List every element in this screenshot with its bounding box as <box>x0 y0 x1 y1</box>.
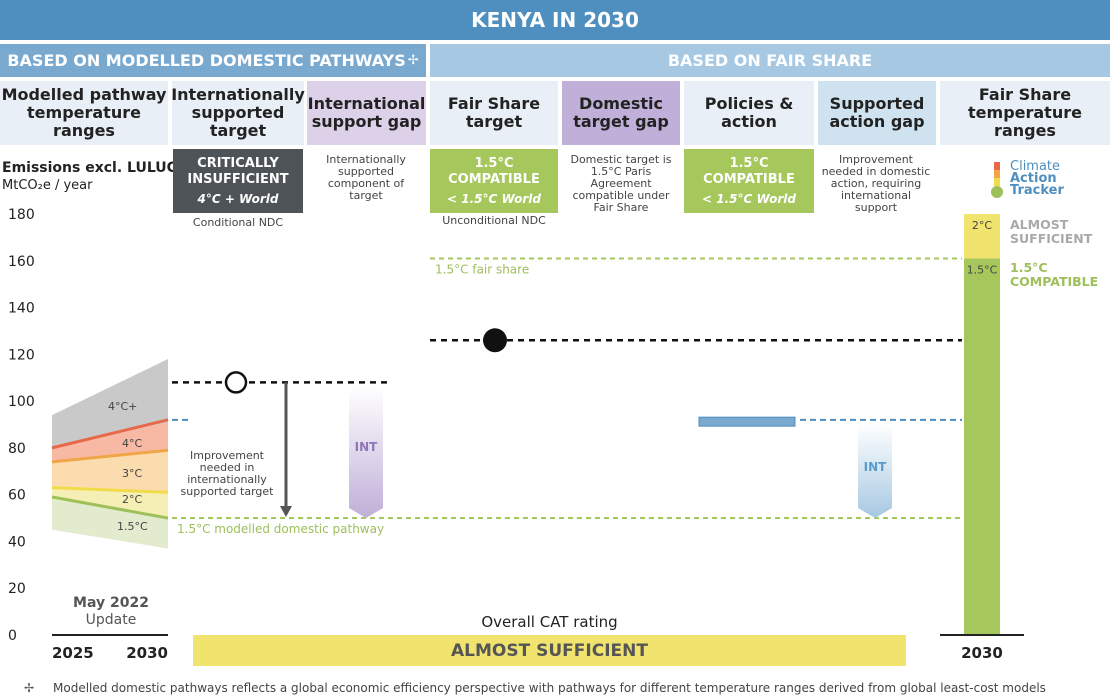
fair-share-range-label: 2°C <box>972 219 992 232</box>
col-supp-gap: Supported action gap <box>818 81 936 145</box>
modelled-range-label: 1.5°C <box>117 520 148 533</box>
fair-share-line-label: 1.5°C fair share <box>435 262 529 276</box>
fair-share-range-bar <box>964 258 1000 635</box>
compatible-label: 1.5°C <box>1010 260 1048 275</box>
col-dom-gap-label: Domestic target gap <box>573 94 669 131</box>
update-date: May 2022 <box>73 595 149 611</box>
modelled-range-band <box>52 487 168 519</box>
section-modelled-header: BASED ON MODELLED DOMESTIC PATHWAYS ✢ <box>0 44 426 77</box>
modelled-range-label: 4°C <box>122 437 142 450</box>
unconditional-ndc-label: Unconditional NDC <box>442 214 546 227</box>
y-axis-unit: MtCO₂e / year <box>2 178 93 193</box>
almost-sufficient-label: ALMOST <box>1010 217 1069 232</box>
section-fair-share-header: BASED ON FAIR SHARE <box>430 44 1110 77</box>
col-intl-gap-label: International support gap <box>307 94 426 131</box>
unconditional-ndc-marker <box>483 328 507 353</box>
section-modelled-footnote-mark: ✢ <box>407 53 419 68</box>
col-dom-gap: Domestic target gap <box>562 81 680 145</box>
modelled-range-label: 3°C <box>122 467 142 480</box>
dom-gap-note: Domestic target is 1.5°C Paris Agreement… <box>570 153 672 214</box>
intl-support-gap-arrow <box>349 386 383 519</box>
conditional-ndc-marker <box>224 371 248 394</box>
footnote-text: Modelled domestic pathways reflects a gl… <box>53 681 1046 695</box>
logo-line1: Climate <box>1010 159 1061 174</box>
y-axis-label: Emissions excl. LULUCF <box>2 160 187 176</box>
overall-rating-label: Overall CAT rating <box>481 613 618 631</box>
modelled-boundary-line <box>51 418 169 450</box>
policies-world: < 1.5°C World <box>702 191 796 206</box>
y-tick-label: 140 <box>8 301 35 317</box>
page-title: KENYA IN 2030 <box>0 0 1110 40</box>
logo-line3: Tracker <box>1010 183 1064 198</box>
policies-rating: 1.5°C COMPATIBLE <box>703 155 795 187</box>
modelled-boundary-line <box>51 486 169 494</box>
y-tick-label: 120 <box>8 347 35 363</box>
cat-logo: Climate Action Tracker <box>988 160 1108 200</box>
intl-gap-note: Internationally supported component of t… <box>326 153 406 202</box>
y-tick-label: 0 <box>8 628 17 644</box>
modelled-range-band <box>52 499 168 549</box>
intl-target-rating: CRITICALLY INSUFFICIENT <box>187 155 289 187</box>
logo-line2: Action <box>1010 171 1057 186</box>
modelled-boundary-line <box>51 448 169 464</box>
modelled-boundary-line <box>51 495 169 520</box>
fs-target-world: < 1.5°C World <box>447 191 541 206</box>
fs-target-rating-badge: 1.5°C COMPATIBLE < 1.5°C World <box>430 149 558 213</box>
improvement-arrow-head <box>280 506 292 518</box>
section-fair-share-label: BASED ON FAIR SHARE <box>667 51 873 70</box>
col-policies-label: Policies & action <box>704 94 794 131</box>
y-tick-label: 60 <box>8 488 26 504</box>
intl-gap-int-label: INT <box>355 440 379 454</box>
almost-sufficient-label: SUFFICIENT <box>1010 231 1093 246</box>
col-intl-target-label: Internationally supported target <box>171 85 305 140</box>
x-tick-label: 2025 <box>52 644 94 662</box>
supp-gap-int-label: INT <box>864 460 888 474</box>
improvement-note: Improvement needed in internationally su… <box>180 449 274 498</box>
conditional-ndc-label: Conditional NDC <box>192 216 284 229</box>
col-fs-ranges: Fair Share temperature ranges <box>940 81 1110 145</box>
col-fs-target: Fair Share target <box>430 81 558 145</box>
thermometer-icon <box>991 162 1003 198</box>
y-tick-label: 80 <box>8 441 26 457</box>
y-tick-label: 40 <box>8 534 26 550</box>
supported-action-gap-arrow <box>858 423 892 519</box>
col-intl-gap: International support gap <box>307 81 426 145</box>
y-tick-label: 100 <box>8 394 35 410</box>
policies-rating-badge: 1.5°C COMPATIBLE < 1.5°C World <box>684 149 814 213</box>
modelled-range-band <box>52 450 168 493</box>
supp-gap-note: Improvement needed in domestic action, r… <box>821 153 931 214</box>
policies-action-bar <box>698 416 796 427</box>
fs-target-rating: 1.5°C COMPATIBLE <box>448 155 540 187</box>
col-policies: Policies & action <box>684 81 814 145</box>
overall-rating-value: ALMOST SUFFICIENT <box>451 640 648 661</box>
y-tick-label: 160 <box>8 254 35 270</box>
modelled-pathway-label: 1.5°C modelled domestic pathway <box>177 522 384 536</box>
footnote-mark: ✢ <box>24 681 35 695</box>
intl-target-rating-badge: CRITICALLY INSUFFICIENT 4°C + World <box>173 149 303 213</box>
section-modelled-label: BASED ON MODELLED DOMESTIC PATHWAYS <box>7 51 406 70</box>
compatible-label: COMPATIBLE <box>1010 274 1098 289</box>
modelled-range-label: 4°C+ <box>108 400 137 413</box>
col-modelled-ranges-label: Modelled pathway temperature ranges <box>1 85 167 140</box>
col-fs-ranges-label: Fair Share temperature ranges <box>968 85 1082 140</box>
fair-share-range-label: 1.5°C <box>967 263 998 276</box>
modelled-range-label: 2°C <box>122 493 142 506</box>
overall-rating-banner: ALMOST SUFFICIENT <box>193 635 906 666</box>
col-intl-target: Internationally supported target <box>171 81 305 145</box>
col-fs-target-label: Fair Share target <box>447 94 541 131</box>
update-label: Update <box>85 612 137 628</box>
col-supp-gap-label: Supported action gap <box>829 94 925 131</box>
col-modelled-ranges: Modelled pathway temperature ranges <box>0 81 168 145</box>
y-tick-label: 20 <box>8 581 26 597</box>
y-tick-label: 180 <box>8 207 35 223</box>
intl-target-world: 4°C + World <box>197 191 279 206</box>
fair-share-range-bar <box>964 214 1000 259</box>
fair-share-x-label: 2030 <box>961 644 1003 662</box>
x-tick-label: 2030 <box>126 644 168 662</box>
